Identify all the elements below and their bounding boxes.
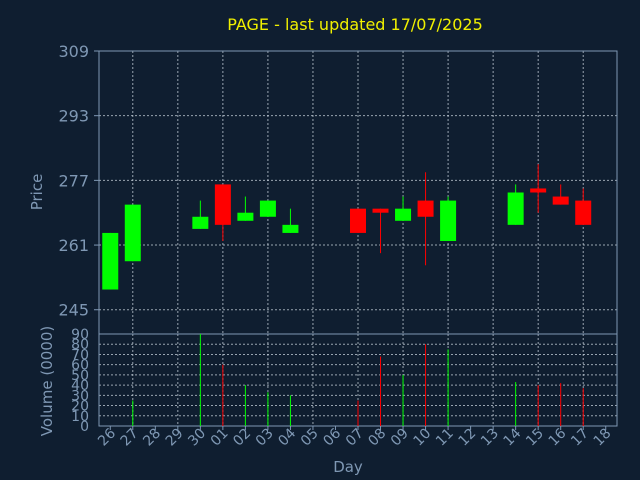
volume-tick-label: 20: [71, 399, 89, 415]
chart-title: PAGE - last updated 17/07/2025: [227, 15, 483, 34]
day-tick-label: 26: [95, 425, 119, 449]
candle-16: [552, 184, 569, 205]
day-tick-label: 12: [456, 426, 480, 450]
candle-02: [237, 196, 254, 221]
candle-04: [282, 208, 299, 233]
day-tick-label: 17: [568, 426, 592, 450]
volume-tick-label: 80: [71, 337, 89, 353]
candle-body: [237, 212, 254, 221]
candle-26: [102, 232, 119, 290]
day-tick-label: 09: [388, 426, 412, 450]
candle-body: [282, 224, 299, 233]
candle-09: [395, 196, 412, 221]
candle-01: [214, 184, 231, 242]
candles: [102, 164, 592, 290]
day-axis-ticks: 2627282930010203040506070809101112131415…: [95, 425, 614, 449]
candle-11: [440, 196, 457, 242]
price-tick-label: 245: [58, 301, 89, 320]
day-tick-label: 18: [591, 426, 615, 450]
day-tick-label: 03: [253, 426, 277, 450]
volume-bars: [132, 334, 584, 426]
candle-body: [350, 208, 366, 233]
price-axis-ticks: 245 261 277 293 309: [58, 42, 99, 320]
candle-14: [507, 184, 524, 225]
volume-tick-label: 60: [71, 358, 89, 374]
day-tick-label: 15: [523, 426, 547, 450]
candle-03: [259, 200, 276, 217]
candle-body: [124, 204, 141, 262]
volume-tick-label: 50: [71, 368, 89, 384]
candle-body: [192, 216, 209, 229]
day-tick-label: 28: [140, 426, 164, 450]
candle-body: [102, 232, 119, 290]
day-tick-label: 11: [433, 426, 457, 450]
candle-body: [395, 208, 412, 221]
price-axis-label: Price: [28, 174, 46, 211]
candle-15: [530, 164, 547, 213]
candle-10: [417, 172, 434, 266]
candle-07: [350, 208, 366, 233]
price-tick-label: 293: [58, 107, 89, 126]
volume-tick-label: 70: [71, 347, 89, 363]
price-tick-label: 309: [58, 42, 89, 61]
day-tick-label: 01: [208, 426, 232, 450]
day-tick-label: 10: [410, 426, 434, 450]
candle-08: [372, 208, 389, 254]
candle-body: [417, 200, 434, 217]
candle-body: [575, 200, 592, 225]
day-axis-label: Day: [333, 458, 363, 476]
day-tick-label: 05: [298, 426, 322, 450]
volume-axis-label: Volume (0000): [38, 326, 56, 436]
day-tick-label: 04: [275, 425, 299, 449]
day-tick-label: 13: [478, 426, 502, 450]
day-tick-label: 08: [365, 426, 389, 450]
day-tick-label: 02: [230, 426, 254, 450]
price-tick-label: 261: [58, 236, 89, 255]
day-tick-label: 16: [546, 425, 570, 449]
candle-body: [440, 200, 457, 242]
candle-body: [552, 196, 569, 205]
candle-body: [214, 184, 231, 225]
volume-tick-label: 30: [71, 388, 89, 404]
volume-tick-label: 0: [80, 419, 89, 435]
volume-tick-label: 90: [71, 327, 89, 343]
candle-27: [124, 204, 141, 262]
price-tick-label: 277: [58, 171, 89, 190]
candle-30: [192, 200, 209, 229]
day-tick-label: 29: [163, 426, 187, 450]
candle-body: [530, 188, 547, 193]
day-tick-label: 07: [343, 426, 367, 450]
candle-body: [372, 208, 389, 213]
day-tick-label: 14: [501, 425, 525, 449]
day-tick-label: 30: [185, 426, 209, 450]
day-tick-label: 06: [320, 425, 344, 449]
volume-tick-label: 10: [71, 409, 89, 425]
candle-body: [259, 200, 276, 217]
candle-17: [575, 188, 592, 225]
day-tick-label: 27: [118, 426, 142, 450]
candle-body: [507, 192, 524, 225]
volume-tick-label: 40: [71, 378, 89, 394]
